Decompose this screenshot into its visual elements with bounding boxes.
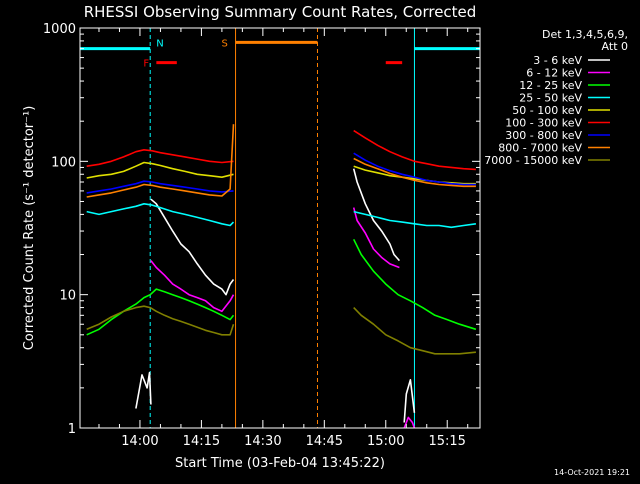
legend-label: 3 - 6 keV (533, 54, 582, 67)
series-line-5-segment-0 (86, 149, 234, 167)
series-line-1-segment-0 (150, 260, 235, 313)
series-line-0-segment-1 (150, 198, 235, 296)
y-tick-label: 1 (68, 422, 76, 437)
series-line-1-segment-2 (403, 416, 416, 429)
series-line-7-segment-0 (86, 124, 235, 198)
y-tick-label: 1000 (43, 22, 76, 37)
x-tick-label: 14:45 (306, 434, 343, 449)
legend-label: 50 - 100 keV (512, 104, 582, 117)
series-line-8-segment-0 (86, 305, 235, 336)
series-5 (86, 129, 476, 171)
series-line-3-segment-1 (353, 210, 477, 229)
annotation-label-flare: F (143, 59, 149, 70)
legend-label: 100 - 300 keV (505, 117, 582, 130)
y-tick-label: 100 (51, 155, 76, 170)
series-1 (150, 207, 416, 429)
legend-label: 25 - 50 keV (519, 92, 582, 105)
series-line-4-segment-1 (353, 165, 476, 185)
legend-label: 6 - 12 keV (526, 67, 582, 80)
series-line-4-segment-0 (86, 161, 234, 179)
series-line-0-segment-0 (135, 371, 152, 409)
legend-header-line-1: Det 1,3,4,5,6,9, (542, 28, 628, 41)
series-6 (86, 152, 476, 194)
axes: 1 10 100 1000 14:00 14:15 14:30 14:45 15:00 15:15 (43, 22, 481, 449)
x-tick-label: 14:30 (244, 434, 281, 449)
series-line-3-segment-0 (86, 203, 235, 227)
x-tick-label: 14:15 (183, 434, 220, 449)
y-axis-label: Corrected Count Rate (s⁻¹ detector⁻¹) (22, 106, 37, 351)
x-axis-label: Start Time (03-Feb-04 13:45:22) (175, 456, 385, 471)
chart-title: RHESSI Observing Summary Count Rates, Co… (84, 3, 477, 21)
series-0 (135, 168, 416, 423)
legend-label: 12 - 25 keV (519, 79, 582, 92)
x-tick-label: 14:00 (121, 434, 158, 449)
legend-label: 300 - 800 keV (505, 129, 582, 142)
plot-frame (79, 27, 481, 429)
series-line-0-segment-3 (403, 378, 416, 423)
series-3 (86, 203, 477, 229)
series-line-2-segment-0 (86, 288, 235, 336)
series-line-6-segment-0 (86, 180, 234, 194)
annotation-label-saa: S (222, 38, 228, 49)
x-tick-label: 15:15 (428, 434, 465, 449)
series-line-6-segment-1 (353, 152, 476, 186)
series-line-5-segment-1 (353, 129, 476, 171)
series-line-0-segment-2 (352, 168, 400, 262)
legend-header-line-2: Att 0 (602, 40, 628, 53)
series-4 (86, 161, 476, 185)
legend-label: 800 - 7000 keV (498, 142, 582, 155)
series-2 (86, 238, 477, 336)
series-line-1-segment-1 (352, 207, 400, 269)
series-line-2-segment-1 (352, 238, 477, 331)
x-tick-label: 15:00 (367, 434, 404, 449)
series-line-7-segment-1 (353, 157, 476, 188)
y-tick-label: 10 (59, 289, 76, 304)
series-8 (86, 305, 476, 355)
legend-label: 7000 - 15000 keV (484, 154, 582, 167)
footer-timestamp: 14-Oct-2021 19:21 (554, 468, 630, 477)
series-7 (86, 124, 476, 198)
annotation-label-night: N (156, 39, 163, 50)
series-line-8-segment-1 (353, 307, 476, 355)
plot-area: NF S (79, 28, 481, 429)
